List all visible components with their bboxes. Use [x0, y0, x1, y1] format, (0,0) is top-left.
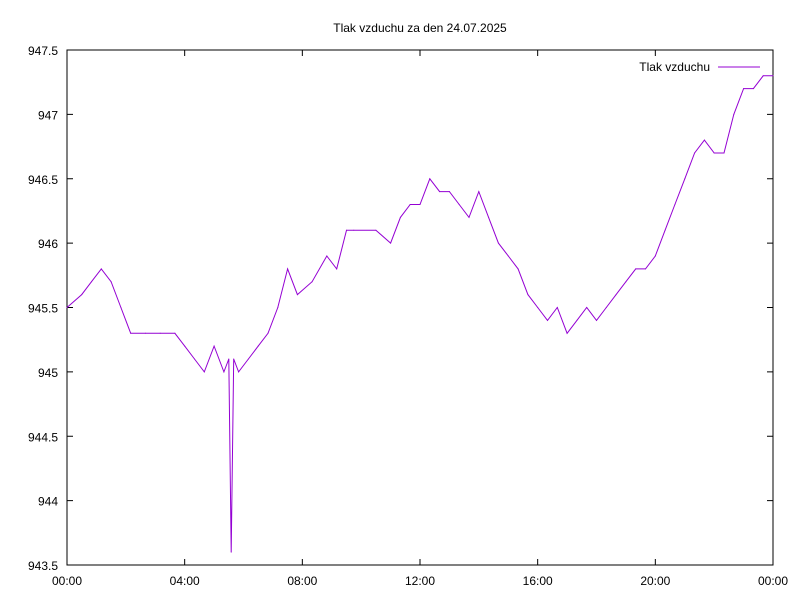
data-point	[752, 88, 754, 90]
data-point	[267, 332, 269, 334]
data-point	[547, 319, 548, 321]
data-point	[233, 358, 235, 360]
data-point	[257, 345, 259, 347]
y-tick-label: 947.5	[28, 44, 58, 58]
x-tick-label: 00:00	[758, 574, 788, 588]
legend-label: Tlak vzduchu	[639, 60, 710, 74]
data-point	[390, 242, 392, 244]
data-point	[213, 345, 215, 347]
data-point	[654, 255, 656, 257]
data-point	[684, 178, 686, 180]
data-point	[615, 294, 617, 296]
data-point	[184, 345, 186, 347]
data-point	[238, 371, 240, 373]
data-point	[488, 216, 490, 218]
y-tick-label: 944	[38, 495, 58, 509]
data-point	[762, 75, 764, 77]
data-point	[645, 268, 646, 270]
data-point	[625, 281, 627, 283]
x-axis: 00:00 04:00 08:00 12:00 16:00 20:00 00:00	[52, 50, 788, 588]
x-tick-label: 16:00	[523, 574, 553, 588]
data-point	[336, 268, 338, 270]
data-point	[409, 204, 411, 205]
data-point	[296, 294, 298, 296]
data-point	[497, 242, 499, 244]
data-point	[694, 152, 696, 154]
data-point	[91, 281, 92, 283]
data-point	[458, 204, 460, 205]
data-point	[674, 204, 676, 205]
data-point	[66, 307, 68, 308]
x-tick-label: 08:00	[287, 574, 317, 588]
y-tick-label: 947	[38, 108, 58, 122]
data-point	[439, 191, 441, 193]
x-tick-label: 00:00	[52, 574, 82, 588]
data-point	[174, 332, 176, 334]
data-point	[576, 319, 578, 321]
data-point	[429, 178, 431, 180]
data-point	[228, 358, 230, 360]
data-point	[586, 307, 588, 308]
data-point	[346, 229, 347, 231]
data-point	[399, 216, 401, 218]
data-point	[733, 113, 735, 115]
data-point	[507, 255, 509, 257]
data-point	[311, 281, 313, 283]
data-point	[277, 307, 279, 308]
chart-title: Tlak vzduchu za den 24.07.2025	[333, 21, 507, 35]
y-tick-label: 943.5	[28, 559, 58, 573]
data-point	[743, 88, 745, 90]
data-point	[713, 152, 715, 154]
y-tick-label: 944.5	[28, 430, 58, 444]
series-layer	[66, 75, 774, 553]
data-point	[247, 358, 249, 360]
data-point	[596, 319, 597, 321]
data-point	[772, 75, 774, 77]
data-point	[353, 229, 355, 231]
data-point	[203, 371, 205, 373]
data-point	[194, 358, 195, 360]
data-point	[605, 307, 607, 308]
data-point	[326, 255, 328, 257]
data-point	[664, 229, 666, 231]
data-point	[723, 152, 725, 154]
data-point	[478, 191, 480, 193]
data-point	[110, 281, 112, 283]
data-point	[419, 204, 421, 205]
data-point	[230, 551, 232, 553]
data-point	[287, 268, 289, 270]
data-point	[100, 268, 102, 270]
data-point	[537, 307, 539, 308]
data-point	[130, 332, 132, 334]
data-point	[81, 294, 83, 296]
data-point	[556, 307, 558, 308]
data-point	[703, 139, 705, 141]
data-point	[566, 332, 568, 334]
data-point	[159, 332, 161, 334]
data-point	[223, 371, 225, 373]
data-point	[448, 191, 450, 193]
data-point	[144, 332, 146, 334]
x-tick-label: 12:00	[405, 574, 435, 588]
x-tick-label: 20:00	[640, 574, 670, 588]
y-tick-label: 945	[38, 366, 58, 380]
data-point	[517, 268, 519, 270]
y-tick-label: 946.5	[28, 173, 58, 187]
data-point	[120, 307, 122, 308]
y-axis: 943.5 944 944.5 945 945.5 946 946.5 947 947.5	[28, 44, 773, 573]
y-tick-label: 946	[38, 237, 58, 251]
data-point	[375, 229, 377, 231]
x-tick-label: 04:00	[170, 574, 200, 588]
data-point	[468, 216, 470, 218]
y-tick-label: 945.5	[28, 302, 58, 316]
legend: Tlak vzduchu	[639, 60, 760, 74]
data-point	[527, 294, 529, 296]
data-point	[635, 268, 637, 270]
